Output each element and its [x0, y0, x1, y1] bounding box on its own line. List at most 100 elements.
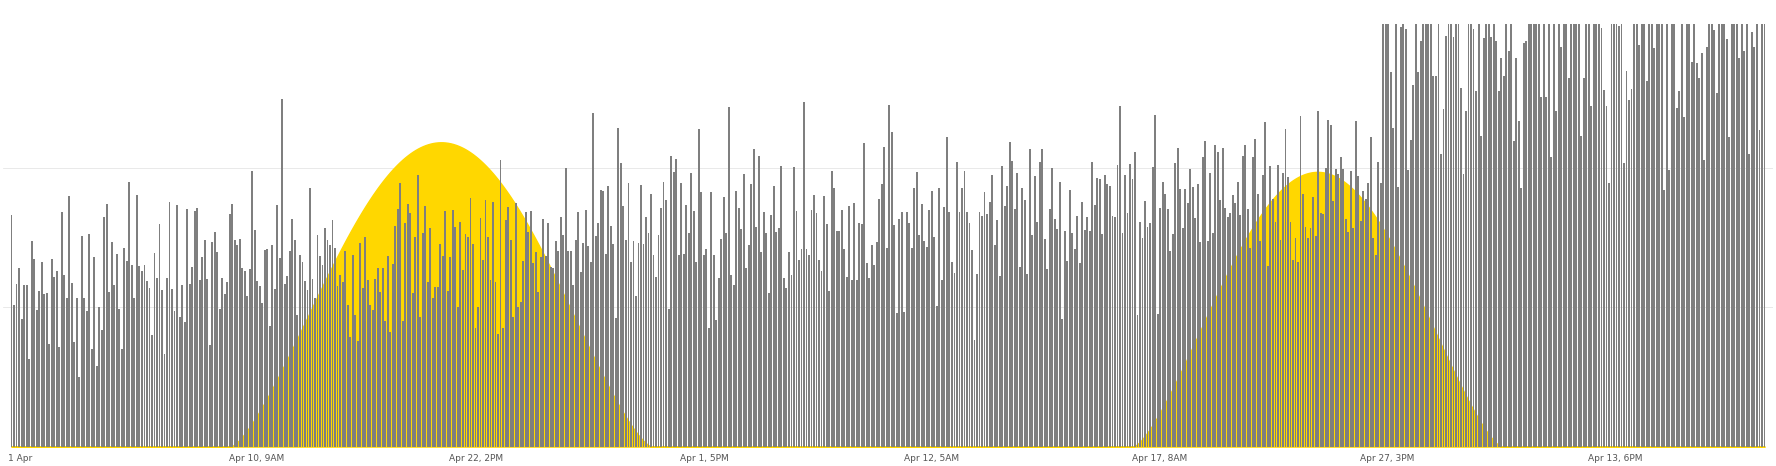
Bar [1357, 176, 1359, 446]
Bar [515, 203, 517, 446]
Bar [709, 328, 710, 446]
Bar [705, 249, 707, 446]
Bar [796, 211, 797, 446]
Bar [725, 233, 726, 446]
Bar [661, 208, 662, 446]
Bar [1693, 24, 1694, 446]
Bar [213, 232, 215, 446]
Bar [1391, 72, 1392, 446]
Bar [474, 328, 476, 446]
Bar [886, 248, 888, 446]
Bar [1325, 168, 1327, 446]
Bar [119, 309, 121, 446]
Bar [108, 292, 110, 446]
Bar [1533, 24, 1534, 446]
Bar [146, 281, 147, 446]
Bar [524, 212, 526, 446]
Bar [28, 359, 30, 446]
Bar [1190, 170, 1192, 446]
Bar [297, 315, 298, 446]
Bar [357, 341, 359, 446]
Bar [1618, 26, 1620, 446]
Bar [1449, 24, 1453, 446]
Bar [67, 196, 71, 446]
Bar [321, 265, 323, 446]
Bar [844, 249, 845, 446]
Bar [595, 235, 597, 446]
Bar [359, 243, 361, 446]
Bar [1275, 222, 1277, 446]
Bar [1241, 156, 1243, 446]
Bar [1277, 164, 1279, 446]
Bar [1224, 208, 1225, 446]
Bar [503, 328, 504, 446]
Bar [1522, 43, 1524, 446]
Bar [828, 290, 829, 446]
Bar [1684, 117, 1685, 446]
Bar [1117, 165, 1119, 446]
Bar [281, 99, 284, 446]
Bar [998, 275, 1000, 446]
Bar [916, 171, 918, 446]
Bar [1739, 58, 1740, 446]
Bar [1740, 24, 1742, 446]
Bar [1355, 121, 1357, 446]
Bar [1472, 29, 1474, 446]
Bar [158, 224, 160, 446]
Bar [597, 223, 599, 446]
Bar [737, 207, 741, 446]
Bar [579, 272, 583, 446]
Bar [1211, 233, 1213, 446]
Bar [1106, 185, 1108, 446]
Bar [938, 188, 940, 446]
Bar [224, 294, 226, 446]
Bar [1368, 183, 1369, 446]
Bar [408, 213, 412, 446]
Bar [103, 217, 105, 446]
Bar [1398, 187, 1399, 446]
Bar [204, 240, 206, 446]
Bar [268, 327, 270, 446]
Bar [1641, 24, 1643, 446]
Bar [66, 298, 67, 446]
Bar [1421, 41, 1423, 446]
Bar [1028, 149, 1030, 446]
Bar [1606, 106, 1607, 446]
Bar [971, 250, 973, 446]
Bar [993, 246, 996, 446]
Bar [1659, 24, 1661, 446]
Bar [451, 210, 455, 446]
Bar [678, 255, 680, 446]
Bar [405, 223, 407, 446]
Bar [1167, 209, 1169, 446]
Bar [547, 223, 549, 446]
Bar [392, 264, 394, 446]
Bar [1758, 130, 1760, 446]
Bar [1222, 148, 1224, 446]
Bar [1062, 319, 1064, 446]
Bar [1716, 93, 1717, 446]
Bar [1193, 219, 1197, 446]
Bar [1051, 168, 1053, 446]
Bar [492, 202, 494, 446]
Bar [984, 192, 986, 446]
Bar [600, 190, 602, 446]
Bar [908, 223, 911, 446]
Bar [1515, 58, 1517, 446]
Bar [1360, 221, 1362, 446]
Bar [337, 286, 339, 446]
Bar [893, 225, 895, 446]
Bar [334, 248, 336, 446]
Bar [151, 336, 153, 446]
Bar [490, 280, 492, 446]
Bar [888, 105, 890, 446]
Bar [840, 210, 842, 446]
Bar [53, 277, 55, 446]
Bar [1437, 24, 1439, 446]
Bar [314, 298, 316, 446]
Bar [1394, 24, 1396, 446]
Bar [242, 268, 243, 446]
Bar [96, 366, 98, 446]
Bar [1250, 248, 1252, 446]
Bar [1518, 121, 1520, 446]
